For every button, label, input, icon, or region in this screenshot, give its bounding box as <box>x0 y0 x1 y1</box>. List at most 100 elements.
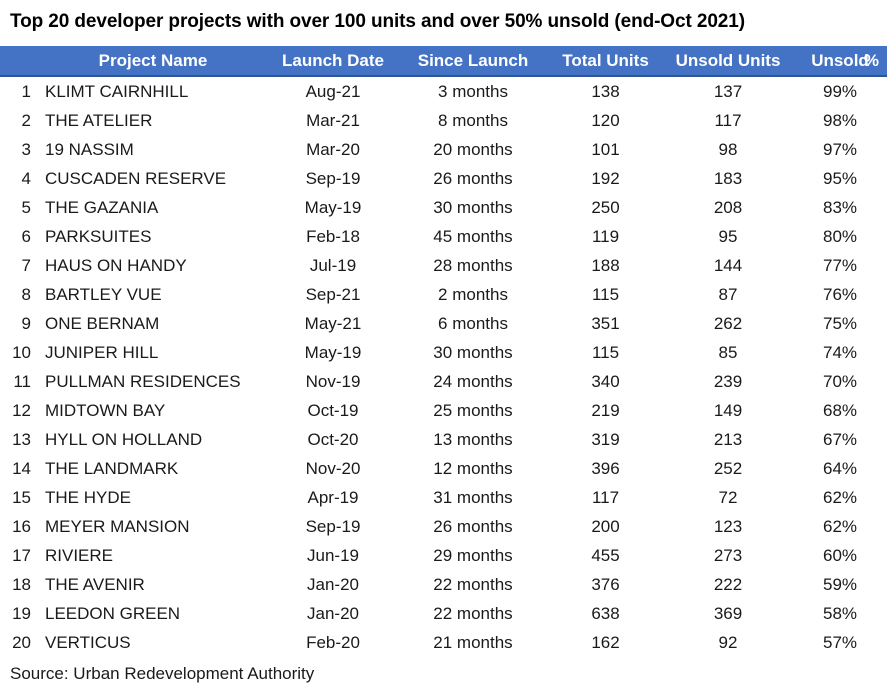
rank-cell: 1 <box>21 81 31 101</box>
rank-cell: 18 <box>12 574 31 594</box>
unsold-pct-cell: 57% <box>822 632 858 652</box>
unsold-pct-cell: 95% <box>822 168 858 188</box>
rank-cell: 12 <box>12 400 31 420</box>
unsold-pct-cell: 83% <box>822 197 858 217</box>
since-launch-cell: 3 months <box>438 81 508 101</box>
total-units-cell: 115 <box>591 342 620 362</box>
table-row: 13 HYLL ON HOLLAND Oct-20 13 months 319 213 67… <box>0 425 887 454</box>
launch-date-cell: Jul-19 <box>309 255 357 275</box>
project-name-cell: THE AVENIR <box>45 574 145 594</box>
unsold-pct-cell: 62% <box>822 487 858 507</box>
total-units-cell: 192 <box>591 168 620 188</box>
since-launch-cell: 21 months <box>433 632 513 652</box>
since-launch-cell: 6 months <box>438 313 508 333</box>
total-units-cell: 119 <box>591 226 620 246</box>
launch-date-cell: Sep-21 <box>305 284 361 304</box>
launch-date-cell: Oct-19 <box>307 400 359 420</box>
launch-date-cell: Feb-18 <box>306 226 360 246</box>
rank-cell: 16 <box>12 516 31 536</box>
since-launch-cell: 29 months <box>433 545 513 565</box>
unsold-pct-cell: 64% <box>822 458 858 478</box>
project-name-cell: HYLL ON HOLLAND <box>45 429 203 449</box>
total-units-cell: 396 <box>591 458 620 478</box>
total-units-cell: 638 <box>591 603 620 623</box>
total-units-cell: 188 <box>591 255 620 275</box>
project-name-cell: VERTICUS <box>45 632 131 652</box>
project-name-cell: KLIMT CAIRNHILL <box>45 81 189 101</box>
table-row: 3 19 NASSIM Mar-20 20 months 101 98 97% <box>0 135 887 164</box>
total-units-cell: 376 <box>591 574 620 594</box>
unsold-units-cell: 144 <box>713 255 743 275</box>
unsold-units-cell: 149 <box>713 400 743 420</box>
unsold-units-cell: 273 <box>713 545 743 565</box>
unsold-pct-cell: 62% <box>822 516 858 536</box>
project-name-cell: THE ATELIER <box>45 110 153 130</box>
project-name-cell: THE HYDE <box>45 487 131 507</box>
since-launch-cell: 22 months <box>433 603 513 623</box>
launch-date-cell: Sep-19 <box>305 516 361 536</box>
table-row: 17 RIVIERE Jun-19 29 months 455 273 60% <box>0 541 887 570</box>
since-launch-cell: 8 months <box>438 110 508 130</box>
table-row: 10 JUNIPER HILL May-19 30 months 115 85 74% <box>0 338 887 367</box>
table-row: 14 THE LANDMARK Nov-20 12 months 396 252 64% <box>0 454 887 483</box>
total-units-cell: 115 <box>591 284 620 304</box>
since-launch-cell: 28 months <box>433 255 513 275</box>
table-row: 2 THE ATELIER Mar-21 8 months 120 117 98% <box>0 106 887 135</box>
since-launch-cell: 30 months <box>433 342 513 362</box>
unsold-pct-cell: 67% <box>822 429 858 449</box>
launch-date-cell: Feb-20 <box>306 632 360 652</box>
table-row: 20 VERTICUS Feb-20 21 months 162 92 57% <box>0 628 887 657</box>
page-title: Top 20 developer projects with over 100 … <box>10 11 745 32</box>
rank-cell: 5 <box>21 197 31 217</box>
unsold-units-cell: 117 <box>714 110 742 130</box>
table-row: 9 ONE BERNAM May-21 6 months 351 262 75% <box>0 309 887 338</box>
table-row: 8 BARTLEY VUE Sep-21 2 months 115 87 76% <box>0 280 887 309</box>
percent-sign-header-label: % <box>863 50 879 70</box>
unsold-units-cell: 72 <box>718 487 738 507</box>
since-launch-cell: 26 months <box>433 516 513 536</box>
table-row: 1 KLIMT CAIRNHILL Aug-21 3 months 138 137 99% <box>0 76 887 106</box>
rank-cell: 2 <box>21 110 31 130</box>
unsold-units-cell: 369 <box>713 603 743 623</box>
unsold-units-cell: 123 <box>713 516 743 536</box>
unsold-units-cell: 222 <box>713 574 743 594</box>
launch-date-cell: Aug-21 <box>305 81 361 101</box>
total-units-cell: 162 <box>591 632 620 652</box>
total-units-cell: 120 <box>591 110 620 130</box>
table-row: 7 HAUS ON HANDY Jul-19 28 months 188 144 77% <box>0 251 887 280</box>
project-name-cell: RIVIERE <box>45 545 114 565</box>
unsold-pct-cell: 58% <box>822 603 858 623</box>
since-launch-cell: 20 months <box>433 139 513 159</box>
project-name-cell: THE LANDMARK <box>45 458 179 478</box>
unsold-pct-cell: 59% <box>822 574 858 594</box>
unsold-units-cell: 208 <box>713 197 743 217</box>
launch-date-cell: May-19 <box>304 342 362 362</box>
project-name-cell: JUNIPER HILL <box>45 342 159 362</box>
total-units-cell: 351 <box>591 313 620 333</box>
unsold-pct-cell: 99% <box>822 81 858 101</box>
since-launch-column-header: Since Launch <box>398 46 548 77</box>
unsold-units-cell: 98 <box>718 139 738 159</box>
rank-cell: 14 <box>12 458 31 478</box>
project-name-cell: PULLMAN RESIDENCES <box>45 371 241 391</box>
total-units-cell: 340 <box>591 371 620 391</box>
project-name-cell: PARKSUITES <box>45 226 152 246</box>
launch-date-cell: Jan-20 <box>307 603 359 623</box>
launch-date-cell: May-19 <box>304 197 362 217</box>
table-row: 16 MEYER MANSION Sep-19 26 months 200 123 62% <box>0 512 887 541</box>
source-note: Source: Urban Redevelopment Authority <box>10 664 315 683</box>
since-launch-cell: 26 months <box>433 168 513 188</box>
total-units-cell: 250 <box>591 197 620 217</box>
project-name-column-header: Project Name <box>38 46 268 77</box>
total-units-cell: 200 <box>591 516 620 536</box>
rank-cell: 20 <box>12 632 31 652</box>
project-name-cell: BARTLEY VUE <box>45 284 162 304</box>
unsold-units-cell: 239 <box>713 371 743 391</box>
launch-date-cell: Jun-19 <box>307 545 359 565</box>
unsold-pct-cell: 76% <box>822 284 858 304</box>
rank-cell: 6 <box>21 226 31 246</box>
launch-date-cell: Oct-20 <box>307 429 359 449</box>
table-row: 6 PARKSUITES Feb-18 45 months 119 95 80% <box>0 222 887 251</box>
total-units-cell: 101 <box>591 139 620 159</box>
